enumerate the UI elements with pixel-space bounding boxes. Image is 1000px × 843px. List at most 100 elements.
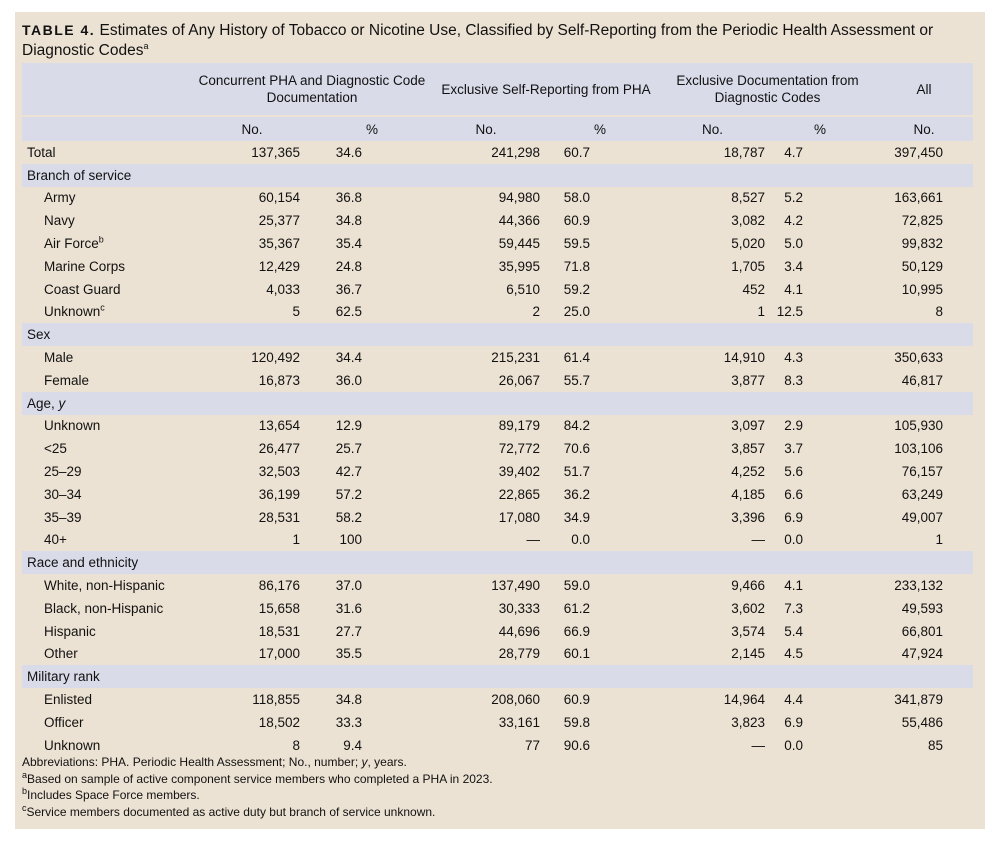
cell: 63,249 <box>901 486 944 502</box>
table-row: Female 16,873 36.0 26,067 55.7 3,877 8.3 46,817 <box>22 369 973 392</box>
cell: 6,510 <box>506 281 540 297</box>
cell: 60.9 <box>563 692 591 708</box>
row-label: Army <box>22 187 192 210</box>
cell: 35.4 <box>335 236 362 252</box>
cell: 12.5 <box>776 304 804 320</box>
row-label: Hispanic <box>22 620 192 643</box>
cell: 44,366 <box>498 213 540 229</box>
cell: 9,466 <box>731 578 766 594</box>
cell: 10,995 <box>901 281 944 297</box>
row-label-text: 35–39 <box>44 509 82 525</box>
header-pct: % <box>312 115 432 141</box>
section-label-italic: y <box>58 395 66 411</box>
cell: 16,873 <box>258 372 300 388</box>
cell: 42.7 <box>335 464 362 480</box>
cell: 59,445 <box>498 236 540 252</box>
footnote: aBased on sample of active component ser… <box>22 770 972 788</box>
header-no: No. <box>192 115 312 141</box>
cell: 105,930 <box>894 418 944 434</box>
footnotes: aBased on sample of active component ser… <box>22 770 972 821</box>
header-blank-2 <box>22 115 192 141</box>
row-label: Female <box>22 369 192 392</box>
cell: 1 <box>935 532 944 548</box>
cell: 3,857 <box>731 441 766 457</box>
header-no: No. <box>432 115 540 141</box>
cell: 49,593 <box>901 600 944 616</box>
cell: 60.9 <box>563 213 591 229</box>
cell: 8 <box>935 304 944 320</box>
cell: 452 <box>742 281 766 297</box>
cell: 37.0 <box>335 578 362 594</box>
row-label: Navy <box>22 209 192 232</box>
cell: 33.3 <box>335 714 362 730</box>
table-row: <25 26,477 25.7 72,772 70.6 3,857 3.7 103,106 <box>22 437 973 460</box>
cell: 55,486 <box>901 714 944 730</box>
abbrev-text-end: , years. <box>367 755 407 769</box>
cell: 4,252 <box>731 464 766 480</box>
cell: 57.2 <box>335 486 362 502</box>
table-row: Officer 18,502 33.3 33,161 59.8 3,823 6.9 55,48… <box>22 711 973 734</box>
row-label-text: 30–34 <box>44 486 82 502</box>
header-diagnostic-codes: Exclusive Documentation from Diagnostic … <box>660 63 876 116</box>
cell: 137,490 <box>491 578 540 594</box>
cell: 51.7 <box>563 464 591 480</box>
row-label: Total <box>27 144 56 160</box>
row-label: Other <box>22 643 192 666</box>
cell: 100 <box>339 532 362 548</box>
cell: 35,367 <box>258 236 300 252</box>
cell: 2 <box>532 304 540 320</box>
section-header-row: Race and ethnicity <box>22 551 974 575</box>
cell: 31.6 <box>335 600 362 616</box>
row-label: Marine Corps <box>22 255 192 278</box>
row-label: White, non-Hispanic <box>22 574 192 597</box>
row-label: Officer <box>22 711 192 734</box>
row-label-text: Navy <box>44 213 75 229</box>
cell: 25.0 <box>563 304 591 320</box>
cell: 34.8 <box>335 692 362 708</box>
cell: 3,602 <box>731 600 766 616</box>
cell: 26,067 <box>498 372 540 388</box>
table-row: Enlisted 118,855 34.8 208,060 60.9 14,964 4.4 3… <box>22 688 973 711</box>
footnote-text: Service members documented as active dut… <box>26 804 436 819</box>
cell: 26,477 <box>258 441 300 457</box>
cell: 60.7 <box>563 144 591 160</box>
table-row: Unknown 8 9.4 77 90.6 — 0.0 85 <box>22 734 973 757</box>
cell: 4.4 <box>784 692 804 708</box>
cell: 5.4 <box>784 623 804 639</box>
abbrev-italic: y <box>361 755 368 769</box>
cell: 59.0 <box>563 578 591 594</box>
cell: 34.6 <box>335 144 362 160</box>
row-label: 35–39 <box>22 506 192 529</box>
row-label-text: Marine Corps <box>44 258 126 274</box>
table-title: TABLE 4. Estimates of Any History of Tob… <box>22 20 978 61</box>
cell: 72,825 <box>901 213 944 229</box>
table-row: 35–39 28,531 58.2 17,080 34.9 3,396 6.9 49,007 <box>22 506 973 529</box>
cell: 3,823 <box>731 714 766 730</box>
cell: 5.0 <box>784 236 804 252</box>
cell: 350,633 <box>894 350 944 366</box>
section-label-text: Sex <box>27 327 51 343</box>
row-label: Male <box>22 346 192 369</box>
cell: 90.6 <box>563 737 591 753</box>
cell: 397,450 <box>894 144 944 160</box>
cell: 58.0 <box>563 190 591 206</box>
table-body: Total 137,365 34.6 241,298 60.7 18,787 4… <box>22 141 974 757</box>
row-label: Enlisted <box>22 688 192 711</box>
cell: 34.8 <box>335 213 362 229</box>
cell: 46,817 <box>901 372 944 388</box>
cell: 4.1 <box>784 281 804 297</box>
footnote-mark: c <box>22 802 27 813</box>
footnote-text: Based on sample of active component serv… <box>27 771 493 786</box>
cell: 36.7 <box>335 281 362 297</box>
cell: 32,503 <box>258 464 300 480</box>
row-label-text: Coast Guard <box>44 281 121 297</box>
row-label-text: Army <box>44 190 76 206</box>
cell: 18,531 <box>258 623 300 639</box>
table-row: White, non-Hispanic 86,176 37.0 137,490 59.0… <box>22 574 973 597</box>
cell: 25,377 <box>258 213 300 229</box>
cell: 17,080 <box>498 509 540 525</box>
cell: 3,574 <box>731 623 766 639</box>
cell: 2,145 <box>731 646 766 662</box>
cell: 4.3 <box>784 350 804 366</box>
cell: 27.7 <box>335 623 362 639</box>
